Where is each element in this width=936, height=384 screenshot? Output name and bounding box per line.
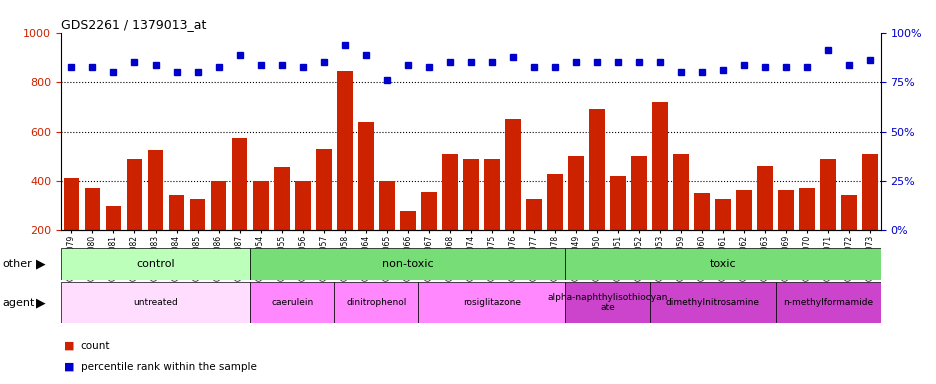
- Bar: [694, 193, 709, 230]
- Bar: [250, 248, 564, 280]
- Bar: [64, 179, 80, 230]
- Bar: [84, 189, 100, 230]
- Bar: [775, 282, 880, 323]
- Bar: [273, 167, 289, 230]
- Bar: [798, 189, 814, 230]
- Bar: [420, 192, 436, 230]
- Text: toxic: toxic: [709, 259, 736, 269]
- Text: alpha-naphthylisothiocyan
ate: alpha-naphthylisothiocyan ate: [547, 293, 667, 312]
- Bar: [564, 282, 649, 323]
- Bar: [649, 282, 775, 323]
- Text: agent: agent: [3, 298, 36, 308]
- Text: ■: ■: [64, 362, 74, 372]
- Bar: [484, 159, 499, 230]
- Bar: [564, 248, 880, 280]
- Bar: [736, 190, 752, 230]
- Bar: [714, 200, 730, 230]
- Bar: [861, 154, 877, 230]
- Bar: [148, 150, 163, 230]
- Bar: [334, 282, 417, 323]
- Bar: [336, 71, 352, 230]
- Bar: [567, 156, 583, 230]
- Bar: [189, 200, 205, 230]
- Text: non-toxic: non-toxic: [382, 259, 433, 269]
- Bar: [250, 282, 334, 323]
- Text: other: other: [3, 259, 33, 269]
- Bar: [778, 190, 793, 230]
- Bar: [462, 159, 478, 230]
- Text: GDS2261 / 1379013_at: GDS2261 / 1379013_at: [61, 18, 206, 31]
- Bar: [168, 195, 184, 230]
- Bar: [400, 210, 416, 230]
- Bar: [525, 200, 541, 230]
- Bar: [631, 156, 646, 230]
- Text: n-methylformamide: n-methylformamide: [782, 298, 872, 307]
- Bar: [841, 195, 856, 230]
- Bar: [231, 138, 247, 230]
- Bar: [61, 248, 250, 280]
- Text: percentile rank within the sample: percentile rank within the sample: [80, 362, 256, 372]
- Bar: [547, 174, 563, 230]
- Bar: [253, 181, 269, 230]
- Bar: [442, 154, 457, 230]
- Bar: [505, 119, 520, 230]
- Bar: [315, 149, 331, 230]
- Text: ▶: ▶: [36, 258, 45, 271]
- Bar: [756, 166, 772, 230]
- Bar: [609, 176, 625, 230]
- Bar: [295, 181, 310, 230]
- Text: ▶: ▶: [36, 297, 45, 310]
- Bar: [378, 181, 394, 230]
- Bar: [358, 122, 373, 230]
- Bar: [819, 159, 835, 230]
- Bar: [417, 282, 564, 323]
- Text: dinitrophenol: dinitrophenol: [345, 298, 406, 307]
- Bar: [651, 102, 667, 230]
- Bar: [672, 154, 688, 230]
- Bar: [126, 159, 142, 230]
- Bar: [61, 282, 250, 323]
- Text: ■: ■: [64, 341, 74, 351]
- Text: untreated: untreated: [133, 298, 178, 307]
- Text: control: control: [136, 259, 175, 269]
- Bar: [211, 181, 227, 230]
- Text: rosiglitazone: rosiglitazone: [462, 298, 520, 307]
- Bar: [589, 109, 605, 230]
- Bar: [106, 206, 122, 230]
- Text: caerulein: caerulein: [271, 298, 313, 307]
- Text: dimethylnitrosamine: dimethylnitrosamine: [665, 298, 759, 307]
- Text: count: count: [80, 341, 110, 351]
